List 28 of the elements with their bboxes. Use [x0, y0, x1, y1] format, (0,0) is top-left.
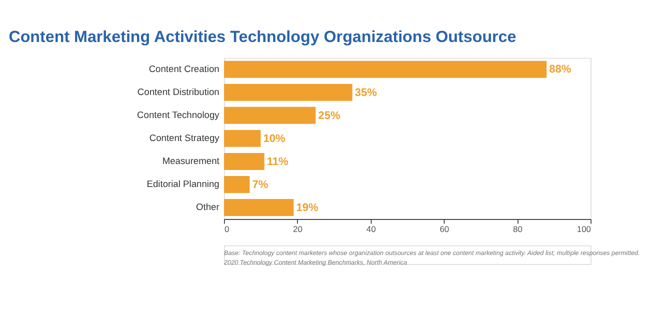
data-label: 19% — [296, 202, 318, 214]
bar — [224, 176, 250, 193]
bar — [224, 199, 294, 216]
chart-title: Content Marketing Activities Technology Organizations Outsource — [8, 28, 516, 46]
x-tick-label: 100 — [576, 224, 592, 234]
data-label: 35% — [354, 86, 378, 99]
bar — [224, 84, 352, 101]
y-tick-label: Editorial Planning — [146, 179, 220, 190]
x-tick-label: 20 — [293, 224, 303, 234]
x-tick-label: 60 — [440, 224, 450, 234]
y-tick-label: Content Technology — [137, 110, 220, 120]
data-label: 88% — [549, 64, 572, 76]
x-tick-label: 80 — [513, 224, 523, 234]
y-tick-label: Content Creation — [148, 64, 220, 74]
bar — [224, 106, 316, 124]
bar — [224, 60, 547, 78]
y-tick-label: Measurement — [162, 156, 220, 166]
y-tick-label: Content Strategy — [149, 132, 220, 143]
data-label: 10% — [263, 132, 286, 145]
x-tick-label: 40 — [366, 224, 376, 234]
x-tick-label: 0 — [224, 224, 230, 234]
data-label: 7% — [252, 178, 268, 191]
y-tick-label: Content Distribution — [137, 86, 220, 97]
data-label: 25% — [318, 110, 340, 122]
y-tick-label: Other — [196, 202, 220, 212]
bar — [224, 130, 261, 147]
bar — [224, 152, 264, 170]
data-label: 11% — [266, 156, 289, 168]
